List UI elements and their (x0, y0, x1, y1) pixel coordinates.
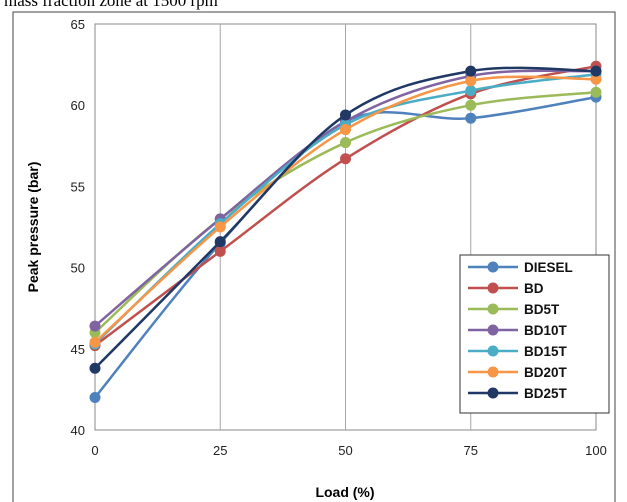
legend-item-bd5t: BD5T (468, 302, 560, 317)
x-tick-label: 75 (464, 443, 478, 458)
data-point-bd25t (214, 236, 226, 248)
data-point-bd20t (465, 75, 477, 87)
series-line-bd25t (94, 66, 597, 370)
data-point-bd15t (465, 85, 477, 97)
legend-marker-diesel (487, 261, 499, 273)
data-point-bd5t (590, 86, 602, 98)
x-tick-label: 100 (585, 443, 607, 458)
data-point-bd20t (590, 73, 602, 85)
x-tick-label: 25 (213, 443, 227, 458)
data-point-bd (214, 245, 226, 257)
data-point-bd20t (214, 221, 226, 233)
legend-label-bd15t: BD15T (524, 344, 568, 359)
legend-item-bd10t: BD10T (468, 323, 568, 338)
data-point-diesel (89, 392, 101, 404)
y-tick-label: 65 (71, 17, 85, 32)
legend-marker-bd5t (487, 303, 499, 315)
data-point-bd (340, 153, 351, 165)
data-point-bd25t (89, 362, 101, 374)
series-bd20t (89, 73, 602, 348)
data-point-bd25t (340, 109, 351, 121)
legend-label-bd10t: BD10T (524, 323, 568, 338)
legend: DIESEL BD BD5T BD10T BD15T BD20T BD25T (459, 254, 610, 414)
legend-marker-bd (487, 282, 499, 294)
legend-item-diesel: DIESEL (468, 260, 573, 275)
y-tick-label: 40 (71, 423, 85, 438)
x-axis-title: Load (%) (315, 484, 374, 500)
data-point-bd5t (340, 137, 351, 149)
legend-marker-bd10t (487, 324, 499, 336)
data-series (89, 60, 602, 404)
legend-marker-bd25t (487, 387, 499, 399)
legend-marker-bd20t (487, 366, 499, 378)
legend-marker-bd15t (487, 345, 499, 357)
y-tick-label: 50 (71, 261, 85, 276)
series-line-bd20t (94, 75, 597, 344)
data-point-bd5t (465, 99, 477, 111)
data-point-bd25t (590, 65, 602, 77)
legend-label-bd25t: BD25T (524, 386, 568, 401)
legend-item-bd: BD (468, 281, 544, 296)
x-tick-label: 50 (338, 443, 352, 458)
data-point-diesel (465, 112, 477, 124)
legend-label-diesel: DIESEL (524, 260, 573, 275)
legend-label-bd: BD (524, 281, 544, 296)
legend-item-bd20t: BD20T (468, 365, 568, 380)
series-bd25t (89, 65, 602, 374)
y-tick-labels: 40 45 50 55 60 65 (71, 17, 85, 438)
data-point-bd20t (89, 336, 101, 348)
legend-item-bd15t: BD15T (468, 344, 568, 359)
y-axis-title: Peak pressure (bar) (25, 162, 41, 293)
legend-box (459, 254, 610, 414)
data-point-bd25t (465, 65, 477, 77)
x-tick-labels: 0 25 50 75 100 (91, 443, 606, 458)
y-tick-label: 55 (71, 179, 85, 194)
header-text: mass fraction zone at 1500 rpm (4, 0, 218, 10)
legend-label-bd5t: BD5T (524, 302, 560, 317)
legend-item-bd25t: BD25T (468, 386, 568, 401)
y-tick-label: 60 (71, 98, 85, 113)
data-point-bd20t (340, 124, 351, 136)
data-point-bd10t (89, 320, 101, 332)
x-tick-label: 0 (91, 443, 98, 458)
y-tick-label: 45 (71, 342, 85, 357)
legend-label-bd20t: BD20T (524, 365, 568, 380)
